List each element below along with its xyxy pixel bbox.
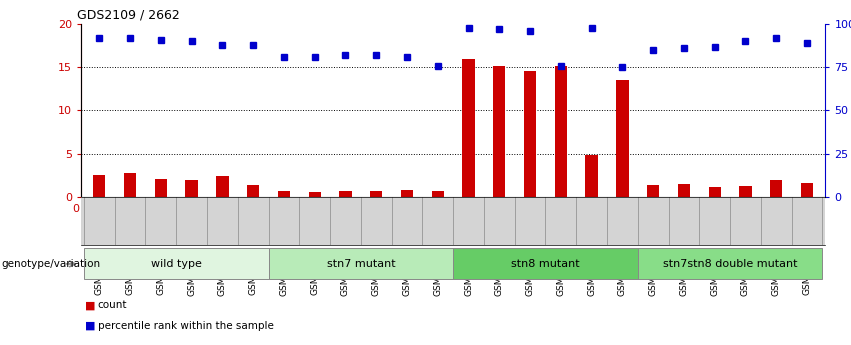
Bar	[709, 187, 721, 197]
Bar	[186, 180, 197, 197]
Bar	[277, 190, 290, 197]
Bar	[524, 71, 536, 197]
Bar	[585, 155, 597, 197]
Bar	[247, 185, 260, 197]
Bar	[340, 191, 351, 197]
Text: ■: ■	[85, 300, 95, 310]
Text: wild type: wild type	[151, 259, 202, 269]
Bar	[93, 175, 106, 197]
Text: stn8 mutant: stn8 mutant	[511, 259, 580, 269]
Text: GDS2109 / 2662: GDS2109 / 2662	[77, 9, 180, 22]
Bar	[269, 248, 453, 279]
Text: ■: ■	[85, 321, 95, 331]
Bar	[637, 248, 822, 279]
Bar	[155, 179, 167, 197]
Bar	[616, 80, 629, 197]
Bar	[84, 248, 269, 279]
Bar	[647, 186, 660, 197]
Bar	[494, 66, 505, 197]
Bar	[453, 248, 637, 279]
Bar	[555, 66, 567, 197]
Bar	[801, 183, 814, 197]
Bar	[462, 59, 475, 197]
Bar	[124, 173, 136, 197]
Text: stn7 mutant: stn7 mutant	[327, 259, 395, 269]
Bar	[401, 190, 413, 197]
Text: percentile rank within the sample: percentile rank within the sample	[98, 321, 274, 331]
Bar	[740, 186, 751, 197]
Text: count: count	[98, 300, 128, 310]
Bar	[677, 184, 690, 197]
Bar	[309, 193, 321, 197]
Bar	[216, 176, 229, 197]
Bar	[370, 191, 382, 197]
Bar	[431, 190, 444, 197]
Text: 0: 0	[72, 204, 79, 214]
Text: genotype/variation: genotype/variation	[2, 259, 100, 269]
Text: stn7stn8 double mutant: stn7stn8 double mutant	[663, 259, 797, 269]
Bar	[770, 180, 782, 197]
